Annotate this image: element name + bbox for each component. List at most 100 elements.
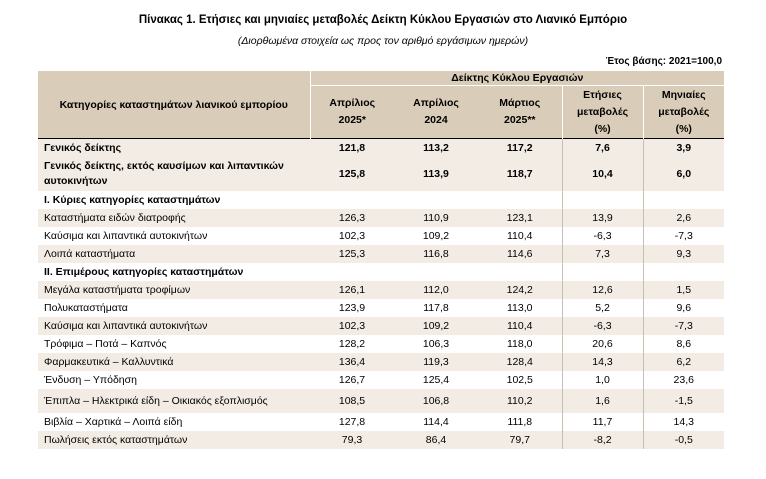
cell-monthly-change: -1,5 (642, 389, 725, 413)
table-row: Γενικός δείκτης 121,8 113,2 117,2 7,6 3,… (38, 138, 725, 157)
row-label: Καταστήματα ειδών διατροφής (38, 209, 310, 227)
cell-annual-change: 11,7 (561, 413, 643, 431)
header-col-annual-change: Ετήσιες μεταβολές (%) (561, 85, 643, 139)
table-section-row: I. Κύριες κατηγορίες καταστημάτων (38, 191, 725, 209)
cell-apr-2025: 123,9 (310, 299, 394, 317)
table-row: Καύσιμα και λιπαντικά αυτοκινήτων 102,3 … (38, 317, 725, 335)
cell-apr-2025: 121,8 (310, 138, 394, 157)
cell-apr-2025: 125,8 (310, 157, 394, 191)
cell-apr-2025: 108,5 (310, 389, 394, 413)
cell-apr-2024: 125,4 (394, 371, 478, 389)
cell-monthly-change: 9,3 (642, 245, 725, 263)
cell-mar-2025: 124,2 (478, 281, 562, 299)
cell-mar-2025: 123,1 (478, 209, 562, 227)
cell-monthly-change: 9,6 (642, 299, 725, 317)
cell-apr-2025: 102,3 (310, 317, 394, 335)
cell-apr-2024: 110,9 (394, 209, 478, 227)
cell-apr-2024: 113,2 (394, 138, 478, 157)
cell-mar-2025: 114,6 (478, 245, 562, 263)
table-row: Μεγάλα καταστήματα τροφίμων 126,1 112,0 … (38, 281, 725, 299)
section-label: I. Κύριες κατηγορίες καταστημάτων (38, 191, 310, 209)
row-label: Έπιπλα – Ηλεκτρικά είδη – Οικιακός εξοπλ… (38, 389, 310, 413)
header-col-apr-2025: Απρίλιος 2025* (309, 85, 394, 139)
table-title: Πίνακας 1. Ετήσιες και μηνιαίες μεταβολέ… (138, 14, 628, 26)
cell-apr-2025: 79,3 (310, 431, 394, 449)
cell-apr-2024: 109,2 (394, 317, 478, 335)
table-row: Λοιπά καταστήματα 125,3 116,8 114,6 7,3 … (38, 245, 725, 263)
cell-annual-change: 10,4 (561, 157, 643, 191)
cell-annual-change: 5,2 (561, 299, 643, 317)
table-row: Βιβλία – Χαρτικά – Λοιπά είδη 127,8 114,… (38, 413, 725, 431)
cell-apr-2025: 127,8 (310, 413, 394, 431)
cell-mar-2025: 79,7 (478, 431, 562, 449)
cell-annual-change: 7,6 (561, 138, 643, 157)
row-label: Καύσιμα και λιπαντικά αυτοκινήτων (38, 227, 310, 245)
table-subtitle: (Διορθωμένα στοιχεία ως προς τον αριθμό … (237, 35, 529, 47)
cell-annual-change: 14,3 (561, 353, 643, 371)
cell-annual-change: 1,6 (561, 389, 643, 413)
row-label: Καύσιμα και λιπαντικά αυτοκινήτων (38, 317, 310, 335)
cell-monthly-change: 23,6 (642, 371, 725, 389)
base-year-note: Έτος βάσης: 2021=100,0 (605, 56, 722, 67)
row-label: Μεγάλα καταστήματα τροφίμων (38, 281, 310, 299)
cell-apr-2024: 117,8 (394, 299, 478, 317)
cell-mar-2025: 118,7 (478, 157, 562, 191)
cell-apr-2025: 136,4 (310, 353, 394, 371)
header-category: Κατηγορίες καταστημάτων λιανικού εμπορίο… (38, 71, 310, 139)
row-label: Βιβλία – Χαρτικά – Λοιπά είδη (38, 413, 310, 431)
cell-mar-2025: 118,0 (478, 335, 562, 353)
cell-mar-2025: 113,0 (478, 299, 562, 317)
cell-monthly-change: 2,6 (642, 209, 725, 227)
cell-annual-change: 20,6 (561, 335, 643, 353)
cell-mar-2025: 117,2 (478, 138, 562, 157)
cell-mar-2025: 110,2 (478, 389, 562, 413)
cell-apr-2024: 113,9 (394, 157, 478, 191)
table-row: Φαρμακευτικά – Καλλυντικά 136,4 119,3 12… (38, 353, 725, 371)
cell-monthly-change: 6,2 (642, 353, 725, 371)
cell-monthly-change: -7,3 (642, 317, 725, 335)
cell-mar-2025: 128,4 (478, 353, 562, 371)
cell-annual-change: -8,2 (561, 431, 643, 449)
header-col-monthly-change: Μηνιαίες μεταβολές (%) (642, 85, 725, 139)
cell-monthly-change: 6,0 (642, 157, 725, 191)
cell-annual-change: -6,3 (561, 317, 643, 335)
table-row: Ένδυση – Υπόδηση 126,7 125,4 102,5 1,0 2… (38, 371, 725, 389)
table-row: Πωλήσεις εκτός καταστημάτων 79,3 86,4 79… (38, 431, 725, 449)
cell-annual-change: 13,9 (561, 209, 643, 227)
table-row: Τρόφιμα – Ποτά – Καπνός 128,2 106,3 118,… (38, 335, 725, 353)
cell-monthly-change: -7,3 (642, 227, 725, 245)
cell-apr-2025: 126,3 (310, 209, 394, 227)
cell-annual-change: -6,3 (561, 227, 643, 245)
cell-apr-2024: 119,3 (394, 353, 478, 371)
cell-apr-2024: 109,2 (394, 227, 478, 245)
cell-mar-2025: 110,4 (478, 317, 562, 335)
row-label: Τρόφιμα – Ποτά – Καπνός (38, 335, 310, 353)
cell-monthly-change: 8,6 (642, 335, 725, 353)
cell-apr-2025: 128,2 (310, 335, 394, 353)
cell-mar-2025: 111,8 (478, 413, 562, 431)
table-section-row: II. Επιμέρους κατηγορίες καταστημάτων (38, 263, 725, 281)
cell-apr-2024: 116,8 (394, 245, 478, 263)
table-row: Πολυκαταστήματα 123,9 117,8 113,0 5,2 9,… (38, 299, 725, 317)
header-index-group: Δείκτης Κύκλου Εργασιών (309, 71, 725, 86)
retail-turnover-table: Κατηγορίες καταστημάτων λιανικού εμπορίο… (38, 71, 725, 449)
row-label: Πολυκαταστήματα (38, 299, 310, 317)
table-row: Γενικός δείκτης, εκτός καυσίμων και λιπα… (38, 157, 725, 191)
table-row: Καταστήματα ειδών διατροφής 126,3 110,9 … (38, 209, 725, 227)
cell-mar-2025: 102,5 (478, 371, 562, 389)
cell-mar-2025: 110,4 (478, 227, 562, 245)
cell-annual-change: 7,3 (561, 245, 643, 263)
cell-annual-change: 12,6 (561, 281, 643, 299)
cell-apr-2025: 102,3 (310, 227, 394, 245)
row-label: Φαρμακευτικά – Καλλυντικά (38, 353, 310, 371)
cell-apr-2025: 125,3 (310, 245, 394, 263)
cell-apr-2024: 112,0 (394, 281, 478, 299)
cell-apr-2024: 106,8 (394, 389, 478, 413)
row-label: Πωλήσεις εκτός καταστημάτων (38, 431, 310, 449)
cell-apr-2024: 86,4 (394, 431, 478, 449)
cell-monthly-change: -0,5 (642, 431, 725, 449)
cell-monthly-change: 1,5 (642, 281, 725, 299)
row-label: Γενικός δείκτης, εκτός καυσίμων και λιπα… (38, 157, 310, 191)
cell-monthly-change: 14,3 (642, 413, 725, 431)
row-label: Ένδυση – Υπόδηση (38, 371, 310, 389)
